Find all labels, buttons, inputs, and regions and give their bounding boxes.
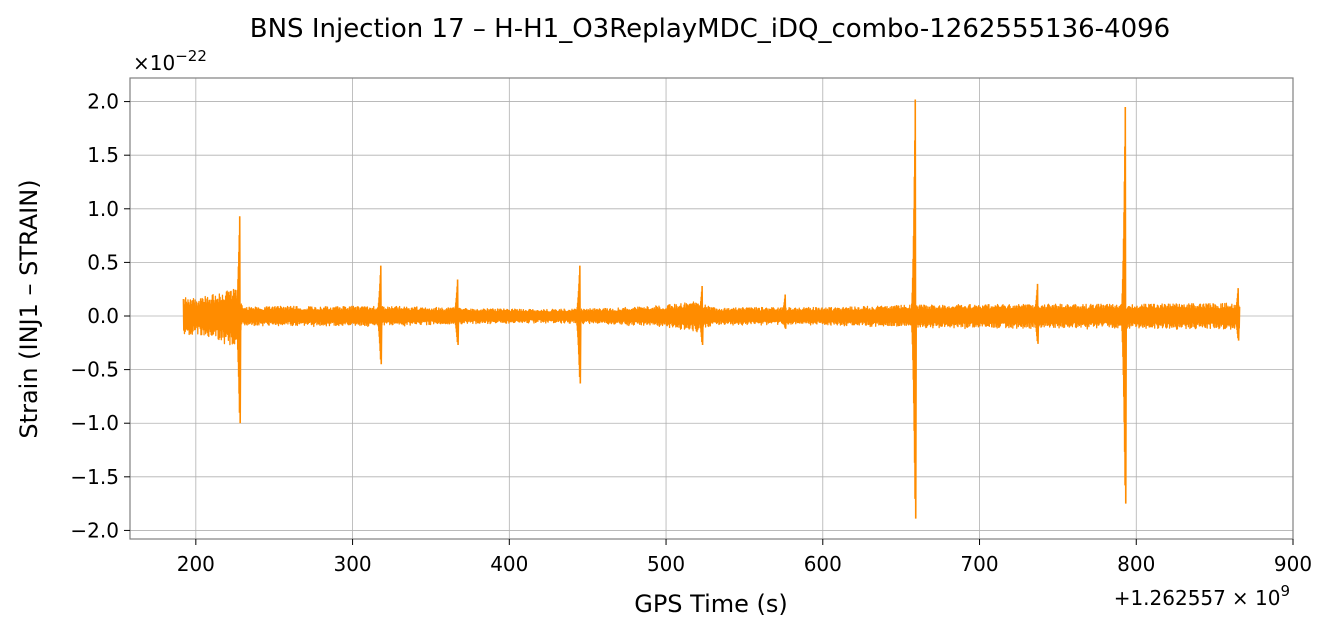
strain-spike <box>909 99 917 519</box>
y-tick-label: −1.0 <box>70 411 119 435</box>
y-tick-label: −0.5 <box>70 358 119 382</box>
axes-frame <box>129 77 1294 540</box>
plot-area <box>182 99 1241 519</box>
x-ticks: 200 300 400 500 600 700 800 900 <box>177 539 1312 576</box>
y-scale-base: ×10 <box>133 51 175 75</box>
x-tick-label: 600 <box>804 552 842 576</box>
x-tick-label: 800 <box>1117 552 1155 576</box>
strain-spike <box>452 279 460 345</box>
y-scale-exponent: −22 <box>175 47 207 65</box>
y-tick-label: −1.5 <box>70 465 119 489</box>
y-tick-label: −2.0 <box>70 518 119 542</box>
x-tick-label: 500 <box>647 552 685 576</box>
y-tick-label: 1.0 <box>87 197 119 221</box>
y-ticks: 2.0 1.5 1.0 0.5 0.0 −0.5 −1.0 −1.5 −2.0 <box>70 90 130 542</box>
x-offset-value: +1.262557 <box>1114 586 1226 610</box>
strain-spike <box>1233 288 1240 341</box>
x-tick-label: 900 <box>1274 552 1312 576</box>
strain-spike <box>780 294 787 329</box>
y-tick-label: 2.0 <box>87 90 119 114</box>
x-offset-label: +1.262557 × 109 <box>1114 582 1290 610</box>
x-tick-label: 700 <box>960 552 998 576</box>
x-offset-exponent: 9 <box>1280 582 1290 600</box>
strain-spike <box>697 285 704 345</box>
strain-series-baseline <box>182 288 1241 346</box>
x-tick-label: 400 <box>490 552 528 576</box>
y-scale-label: ×10−22 <box>133 47 207 75</box>
x-axis-label: GPS Time (s) <box>634 590 788 618</box>
strain-spike <box>574 265 582 384</box>
x-tick-label: 200 <box>177 552 215 576</box>
chart-title: BNS Injection 17 – H-H1_O3ReplayMDC_iDQ_… <box>250 14 1170 44</box>
y-axis-label: Strain (INJ1 – STRAIN) <box>15 179 43 438</box>
strain-spike <box>375 265 383 365</box>
strain-spike <box>1032 283 1040 344</box>
y-tick-label: 0.0 <box>87 304 119 328</box>
y-tick-label: 1.5 <box>87 143 119 167</box>
strain-spike <box>234 216 242 424</box>
y-tick-label: 0.5 <box>87 250 119 274</box>
x-tick-label: 300 <box>333 552 371 576</box>
strain-spike <box>1120 106 1128 504</box>
x-offset-times: × 10 <box>1232 586 1281 610</box>
